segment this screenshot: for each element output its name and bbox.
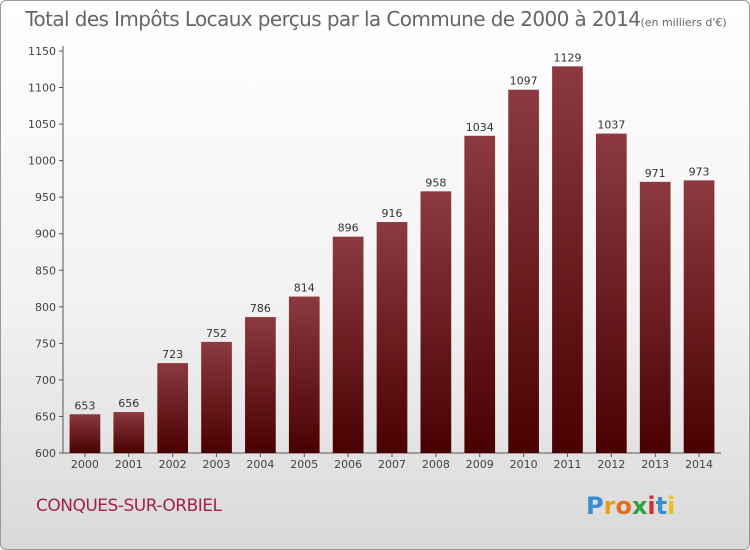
x-tick-label: 2009 bbox=[466, 458, 494, 471]
y-tick-label: 1000 bbox=[28, 155, 56, 168]
x-tick-label: 2004 bbox=[246, 458, 274, 471]
proxiti-logo: Proxiti bbox=[586, 492, 675, 520]
logo-letter: r bbox=[603, 492, 616, 520]
bar bbox=[376, 222, 408, 453]
x-tick-label: 2007 bbox=[378, 458, 406, 471]
chart-value-labels: 653 656 723 752 786 814 896 916 958 1034 1097 1129 1… bbox=[74, 51, 709, 412]
x-tick-label: 2005 bbox=[290, 458, 318, 471]
y-tick-label: 600 bbox=[35, 447, 56, 460]
bar bbox=[683, 180, 715, 453]
bar-value-label: 814 bbox=[294, 282, 315, 295]
y-tick-label: 1050 bbox=[28, 118, 56, 131]
logo-letter: i bbox=[647, 492, 656, 520]
bar bbox=[245, 317, 276, 453]
y-tick-label: 900 bbox=[35, 228, 56, 241]
bar-value-label: 916 bbox=[382, 207, 403, 220]
y-tick-label: 750 bbox=[35, 337, 56, 350]
bar-value-label: 896 bbox=[338, 222, 359, 235]
chart-title-text: Total des Impôts Locaux perçus par la Co… bbox=[25, 7, 641, 31]
x-tick-label: 2013 bbox=[641, 458, 669, 471]
y-tick-label: 1150 bbox=[28, 45, 56, 58]
bar-value-label: 786 bbox=[250, 302, 271, 315]
bar-value-label: 723 bbox=[162, 348, 183, 361]
x-tick-label: 2001 bbox=[115, 458, 143, 471]
y-tick-label: 1100 bbox=[28, 82, 56, 95]
chart-title: Total des Impôts Locaux perçus par la Co… bbox=[1, 7, 749, 31]
bar bbox=[201, 341, 232, 453]
x-tick-label: 2011 bbox=[553, 458, 581, 471]
bar bbox=[157, 363, 189, 453]
bar bbox=[639, 181, 671, 453]
chart-unit-label: (en milliers d'€) bbox=[640, 16, 727, 29]
x-tick-label: 2000 bbox=[71, 458, 99, 471]
x-tick-label: 2002 bbox=[159, 458, 187, 471]
x-tick-label: 2003 bbox=[203, 458, 231, 471]
logo-letter: o bbox=[615, 492, 632, 520]
bar bbox=[508, 89, 539, 453]
bar bbox=[552, 66, 583, 453]
y-tick-label: 950 bbox=[35, 191, 56, 204]
y-tick-label: 700 bbox=[35, 374, 56, 387]
bar-value-label: 1129 bbox=[553, 51, 581, 64]
y-tick-label: 650 bbox=[35, 410, 56, 423]
bar bbox=[464, 135, 496, 453]
x-tick-label: 2012 bbox=[597, 458, 625, 471]
bar-value-label: 656 bbox=[118, 397, 139, 410]
chart-bars bbox=[69, 66, 715, 454]
chart-axes: 600 650 700 750 800 850 900 950 1000 1050 1100 1150… bbox=[28, 45, 721, 471]
x-tick-label: 2014 bbox=[685, 458, 713, 471]
y-tick-label: 850 bbox=[35, 264, 56, 277]
bar-value-label: 1034 bbox=[466, 121, 494, 134]
bar bbox=[113, 412, 145, 453]
bar-value-label: 971 bbox=[645, 167, 666, 180]
bar-value-label: 958 bbox=[425, 176, 446, 189]
bar bbox=[595, 133, 627, 454]
logo-letter: t bbox=[655, 492, 668, 520]
bar-value-label: 653 bbox=[74, 399, 95, 412]
x-tick-label: 2010 bbox=[510, 458, 538, 471]
bar bbox=[288, 296, 320, 453]
commune-name: CONQUES-SUR-ORBIEL bbox=[36, 496, 222, 516]
logo-letter: P bbox=[586, 492, 604, 520]
x-tick-label: 2008 bbox=[422, 458, 450, 471]
bar-value-label: 973 bbox=[689, 165, 710, 178]
bar-value-label: 1097 bbox=[510, 75, 538, 88]
y-tick-label: 800 bbox=[35, 301, 56, 314]
bar-value-label: 1037 bbox=[597, 119, 625, 132]
bar bbox=[332, 236, 364, 453]
logo-letter: x bbox=[631, 492, 648, 520]
x-tick-label: 2006 bbox=[334, 458, 362, 471]
bar bbox=[420, 191, 452, 454]
logo-letter: i bbox=[667, 492, 676, 520]
bar-value-label: 752 bbox=[206, 327, 227, 340]
bar bbox=[69, 414, 101, 453]
